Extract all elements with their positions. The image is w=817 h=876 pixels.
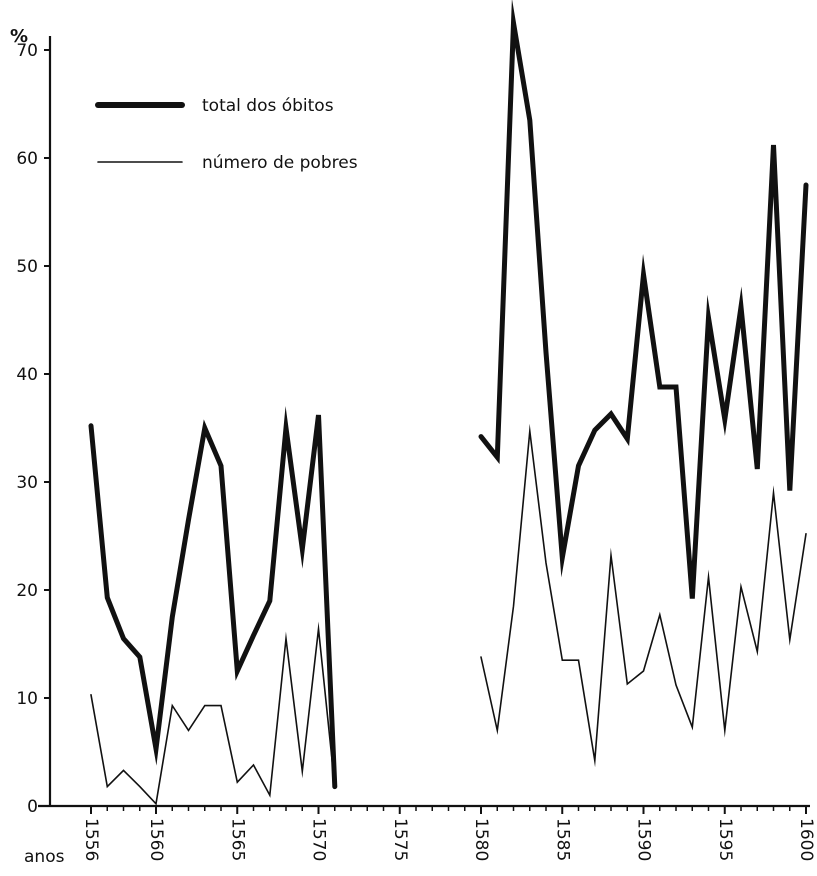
series-layer xyxy=(91,23,806,804)
legend-label: total dos óbitos xyxy=(202,96,334,116)
legend-label: número de pobres xyxy=(202,153,358,173)
y-tick-label: 60 xyxy=(16,149,38,169)
x-tick-label: 1560 xyxy=(146,818,166,861)
x-tick-label: 1590 xyxy=(634,818,654,861)
x-tick-label: 1580 xyxy=(471,818,491,861)
y-tick-label: 20 xyxy=(16,581,38,601)
x-tick-label: 1570 xyxy=(309,818,329,861)
x-axis-label: anos xyxy=(24,847,65,867)
x-tick-label: 1595 xyxy=(715,818,735,861)
numero-pobres-series-line-1 xyxy=(91,629,335,804)
y-tick-label: 30 xyxy=(16,473,38,493)
y-tick-label: 40 xyxy=(16,365,38,385)
legend: total dos óbitos número de pobres xyxy=(98,96,358,173)
y-tick-label: 10 xyxy=(16,689,38,709)
x-tick-label: 1585 xyxy=(552,818,572,861)
y-tick-label: 0 xyxy=(27,797,38,817)
x-tick-label: 1600 xyxy=(796,818,816,861)
x-tick-label: 1575 xyxy=(390,818,410,861)
x-tick-label: 1556 xyxy=(81,818,101,861)
y-tick-label: 50 xyxy=(16,257,38,277)
numero-pobres-series-line-2 xyxy=(481,431,806,760)
total-obitos-series-line-1 xyxy=(91,415,335,787)
x-tick-label: 1565 xyxy=(227,818,247,861)
total-obitos-series-line-2 xyxy=(481,23,806,599)
y-axis-label: % xyxy=(10,26,28,47)
